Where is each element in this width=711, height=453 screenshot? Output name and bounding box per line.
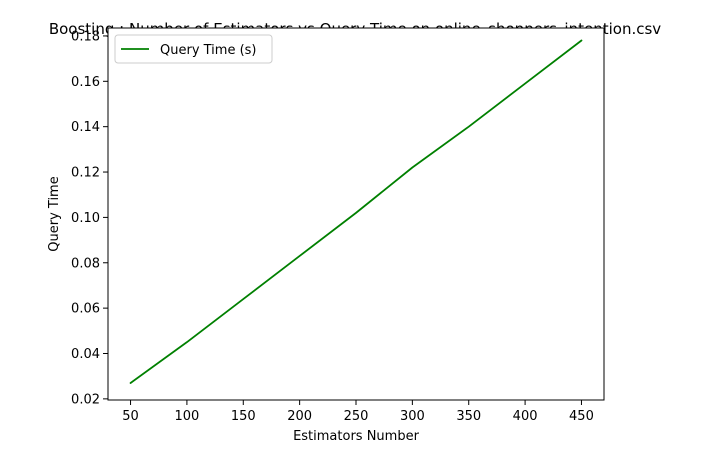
y-tick-label: 0.16 — [71, 75, 100, 90]
y-tick-label: 0.14 — [71, 120, 100, 135]
x-tick-label: 250 — [344, 409, 369, 424]
x-tick-label: 350 — [456, 409, 481, 424]
axes-border — [107, 27, 605, 401]
y-axis: 0.02 0.04 0.06 0.08 0.10 0.12 0.14 0.16 0.18 — [71, 29, 108, 407]
y-tick-label: 0.12 — [71, 166, 100, 181]
x-tick-label: 300 — [400, 409, 425, 424]
plot-frame — [108, 28, 604, 400]
legend-label-query-time: Query Time (s) — [160, 43, 257, 58]
x-tick-label: 100 — [174, 409, 199, 424]
legend: Query Time (s) — [114, 34, 273, 64]
x-tick-label: 450 — [569, 409, 594, 424]
x-tick-label: 200 — [287, 409, 312, 424]
legend-box — [114, 34, 273, 64]
y-tick-label: 0.04 — [71, 347, 100, 362]
series-layer — [129, 39, 583, 384]
y-tick-label: 0.06 — [71, 302, 100, 317]
x-tick-label: 400 — [513, 409, 538, 424]
y-tick-label: 0.18 — [71, 29, 100, 44]
y-tick-label: 0.02 — [71, 392, 100, 407]
y-tick-label: 0.10 — [71, 211, 100, 226]
y-tick-label: 0.08 — [71, 256, 100, 271]
x-axis-label: Estimators Number — [293, 429, 420, 444]
y-axis-label: Query Time — [47, 176, 62, 251]
axes-frame — [107, 27, 605, 401]
x-axis: 50 100 150 200 250 300 350 400 450 — [122, 400, 594, 424]
x-tick-label: 150 — [231, 409, 256, 424]
plot-area — [108, 28, 604, 400]
x-tick-label: 50 — [122, 409, 139, 424]
